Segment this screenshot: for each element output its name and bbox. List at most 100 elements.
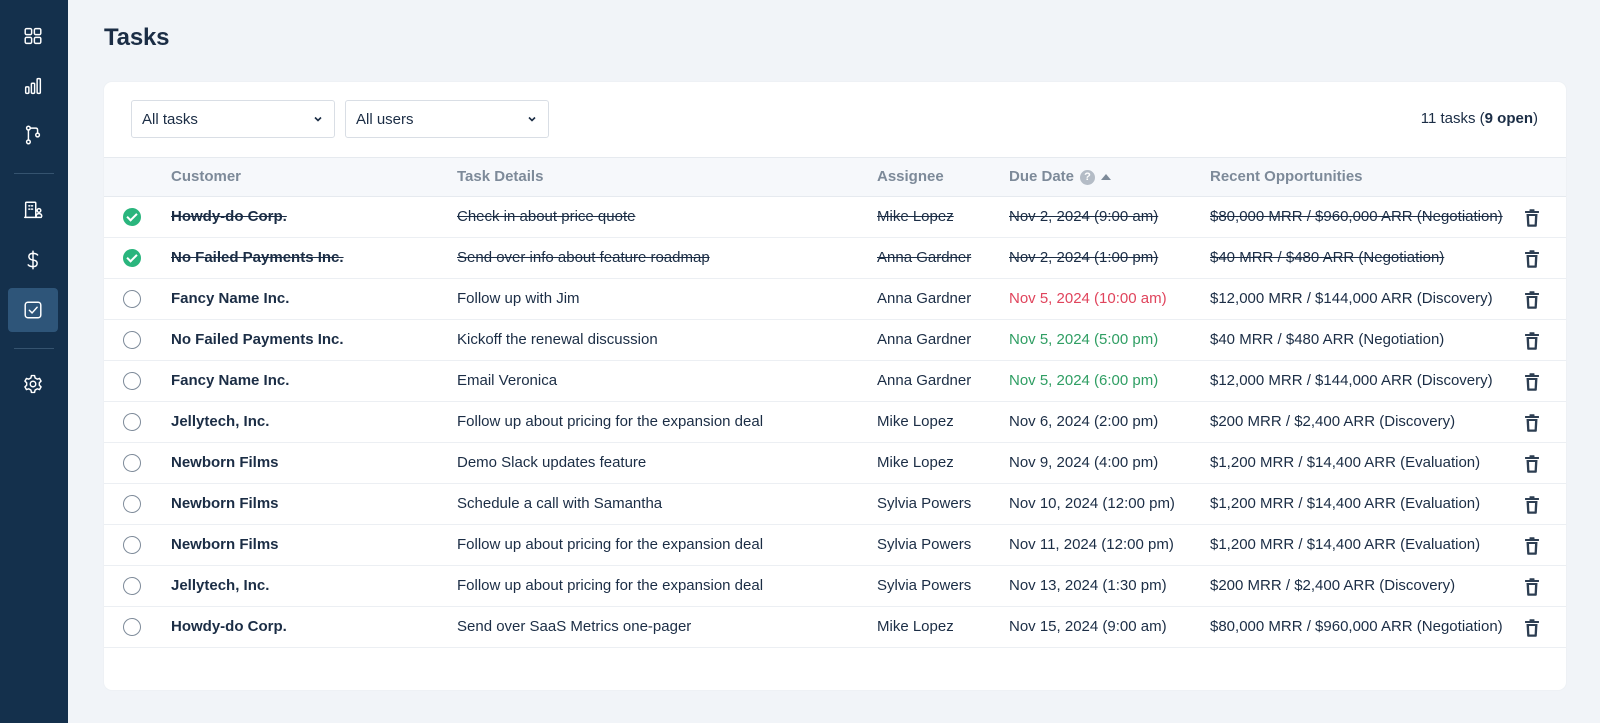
help-icon[interactable]: ?: [1080, 169, 1096, 185]
assignee: Anna Gardner: [877, 290, 972, 307]
chevron-down-icon: [314, 116, 322, 122]
trash-icon: [1525, 332, 1539, 350]
task-details[interactable]: Kickoff the renewal discussion: [457, 331, 658, 348]
assignee: Anna Gardner: [877, 249, 972, 266]
recent-opportunity[interactable]: $40 MRR / $480 ARR (Negotiation): [1210, 331, 1445, 348]
complete-toggle[interactable]: [123, 495, 141, 513]
delete-task-button[interactable]: [1524, 496, 1540, 514]
nav-revenue[interactable]: [8, 238, 58, 282]
trash-icon: [1525, 373, 1539, 391]
table-row: Newborn Films Follow up about pricing fo…: [104, 525, 1566, 566]
due-date: Nov 9, 2024 (4:00 pm): [1009, 454, 1159, 471]
task-details[interactable]: Send over info about feature roadmap: [457, 249, 710, 266]
column-due-date[interactable]: Due Date ?: [1009, 158, 1112, 196]
task-details[interactable]: Email Veronica: [457, 372, 558, 389]
trash-icon: [1525, 537, 1539, 555]
recent-opportunity[interactable]: $80,000 MRR / $960,000 ARR (Negotiation): [1210, 208, 1503, 225]
task-filter-select[interactable]: All tasks: [131, 100, 335, 138]
delete-task-button[interactable]: [1524, 291, 1540, 309]
table-row: Howdy-do Corp. Send over SaaS Metrics on…: [104, 607, 1566, 648]
delete-task-button[interactable]: [1524, 578, 1540, 596]
nav-customers[interactable]: [8, 188, 58, 232]
assignee: Mike Lopez: [877, 454, 954, 471]
due-date: Nov 13, 2024 (1:30 pm): [1009, 577, 1167, 594]
complete-toggle[interactable]: [123, 372, 141, 390]
task-details[interactable]: Demo Slack updates feature: [457, 454, 647, 471]
recent-opportunity[interactable]: $200 MRR / $2,400 ARR (Discovery): [1210, 577, 1456, 594]
task-details[interactable]: Follow up about pricing for the expansio…: [457, 536, 764, 553]
column-assignee[interactable]: Assignee: [877, 168, 944, 185]
trash-icon: [1525, 209, 1539, 227]
nav-divider: [14, 173, 54, 174]
complete-toggle[interactable]: [123, 618, 141, 636]
delete-task-button[interactable]: [1524, 250, 1540, 268]
nav-pipelines[interactable]: [8, 113, 58, 157]
trash-icon: [1525, 619, 1539, 637]
column-task-details[interactable]: Task Details: [457, 168, 544, 185]
delete-task-button[interactable]: [1524, 537, 1540, 555]
column-customer[interactable]: Customer: [171, 168, 242, 185]
recent-opportunity[interactable]: $1,200 MRR / $14,400 ARR (Evaluation): [1210, 536, 1481, 553]
complete-toggle[interactable]: [123, 331, 141, 349]
complete-toggle[interactable]: [123, 454, 141, 472]
recent-opportunity[interactable]: $200 MRR / $2,400 ARR (Discovery): [1210, 413, 1456, 430]
trash-icon: [1525, 291, 1539, 309]
customer-link[interactable]: No Failed Payments Inc.: [171, 249, 344, 266]
recent-opportunity[interactable]: $12,000 MRR / $144,000 ARR (Discovery): [1210, 372, 1493, 389]
recent-opportunity[interactable]: $40 MRR / $480 ARR (Negotiation): [1210, 249, 1445, 266]
delete-task-button[interactable]: [1524, 619, 1540, 637]
complete-toggle[interactable]: [123, 413, 141, 431]
delete-task-button[interactable]: [1524, 332, 1540, 350]
customer-link[interactable]: Newborn Films: [171, 495, 279, 512]
complete-toggle[interactable]: [123, 577, 141, 595]
task-details[interactable]: Send over SaaS Metrics one-pager: [457, 618, 692, 635]
customer-link[interactable]: Newborn Films: [171, 454, 279, 471]
nav-dashboard[interactable]: [8, 14, 58, 58]
recent-opportunity[interactable]: $80,000 MRR / $960,000 ARR (Negotiation): [1210, 618, 1503, 635]
due-date: Nov 11, 2024 (12:00 pm): [1009, 536, 1174, 553]
task-details[interactable]: Schedule a call with Samantha: [457, 495, 663, 512]
task-details[interactable]: Check in about price quote: [457, 208, 636, 225]
column-due-date-label: Due Date: [1009, 168, 1075, 185]
customer-link[interactable]: Howdy-do Corp.: [171, 618, 287, 635]
delete-task-button[interactable]: [1524, 209, 1540, 227]
delete-task-button[interactable]: [1524, 414, 1540, 432]
customer-link[interactable]: Jellytech, Inc.: [171, 413, 270, 430]
nav-reports[interactable]: [8, 64, 58, 108]
building-icon: [24, 201, 43, 219]
user-filter-select[interactable]: All users: [345, 100, 549, 138]
trash-icon: [1525, 496, 1539, 514]
task-details[interactable]: Follow up about pricing for the expansio…: [457, 413, 764, 430]
nav-settings[interactable]: [8, 362, 58, 406]
customer-link[interactable]: No Failed Payments Inc.: [171, 331, 344, 348]
sidebar: [0, 0, 68, 723]
customer-link[interactable]: Howdy-do Corp.: [171, 208, 287, 225]
delete-task-button[interactable]: [1524, 455, 1540, 473]
nav-tasks[interactable]: [8, 288, 58, 332]
page-title: Tasks: [104, 24, 170, 51]
delete-task-button[interactable]: [1524, 373, 1540, 391]
complete-toggle[interactable]: [123, 536, 141, 554]
complete-toggle[interactable]: [123, 208, 141, 226]
table-row: Newborn Films Demo Slack updates feature…: [104, 443, 1566, 484]
due-date: Nov 15, 2024 (9:00 am): [1009, 618, 1167, 635]
recent-opportunity[interactable]: $1,200 MRR / $14,400 ARR (Evaluation): [1210, 454, 1481, 471]
recent-opportunity[interactable]: $1,200 MRR / $14,400 ARR (Evaluation): [1210, 495, 1481, 512]
customer-link[interactable]: Newborn Films: [171, 536, 279, 553]
trash-icon: [1525, 455, 1539, 473]
task-details[interactable]: Follow up about pricing for the expansio…: [457, 577, 764, 594]
trash-icon: [1525, 578, 1539, 596]
recent-opportunity[interactable]: $12,000 MRR / $144,000 ARR (Discovery): [1210, 290, 1493, 307]
column-recent-opportunities[interactable]: Recent Opportunities: [1210, 168, 1363, 185]
customer-link[interactable]: Jellytech, Inc.: [171, 577, 270, 594]
open-count: 9 open: [1484, 110, 1533, 127]
customer-link[interactable]: Fancy Name Inc.: [171, 290, 290, 307]
complete-toggle[interactable]: [123, 290, 141, 308]
customer-link[interactable]: Fancy Name Inc.: [171, 372, 290, 389]
complete-toggle[interactable]: [123, 249, 141, 267]
table-row: Fancy Name Inc. Follow up with Jim Anna …: [104, 279, 1566, 320]
due-date: Nov 5, 2024 (10:00 am): [1009, 290, 1167, 307]
assignee: Sylvia Powers: [877, 495, 972, 512]
grid-icon: [24, 27, 42, 45]
task-details[interactable]: Follow up with Jim: [457, 290, 580, 307]
